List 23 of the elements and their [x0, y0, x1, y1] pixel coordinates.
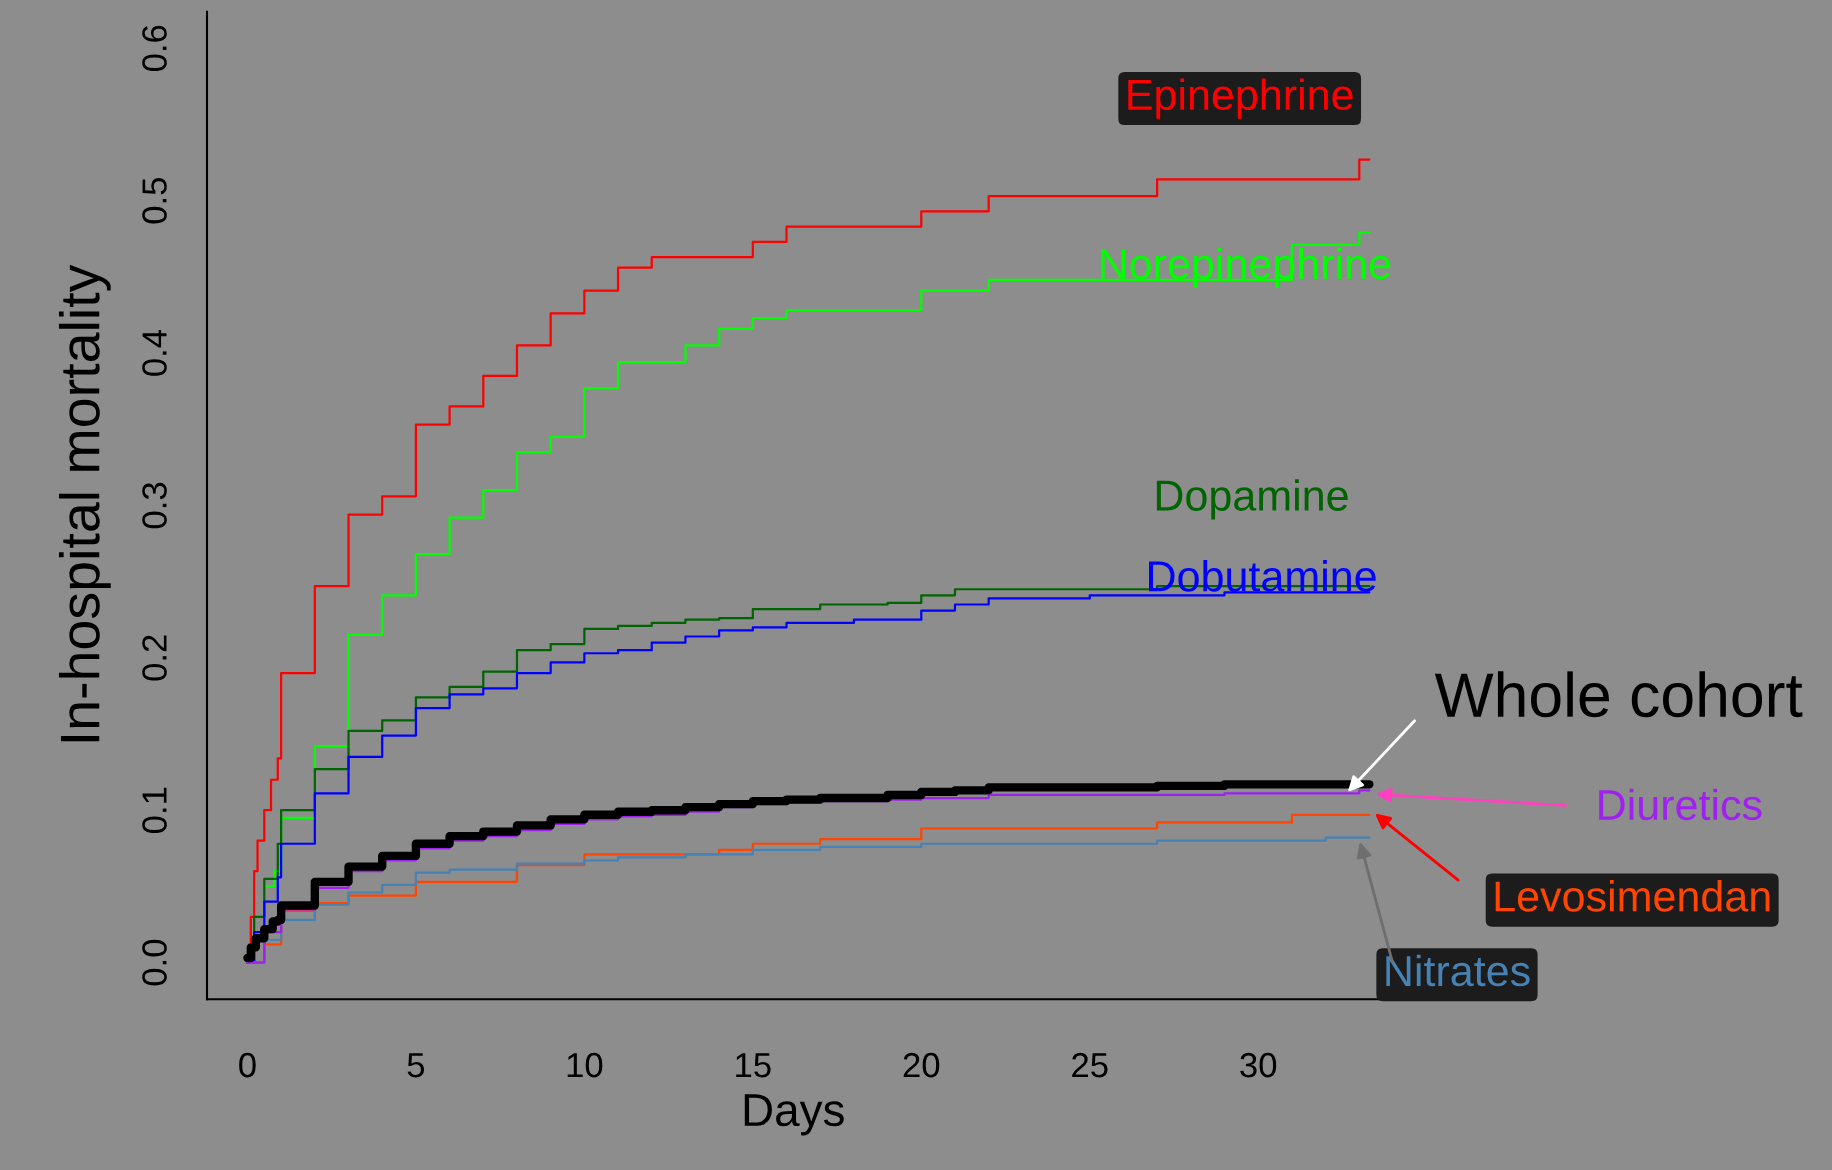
text: Diuretics — [1599, 788, 1762, 821]
y-tick-label: 0.6 — [142, 25, 167, 72]
text: Nitrates — [1386, 954, 1530, 987]
y-tick-label: 0.1 — [142, 787, 167, 833]
x-tick-label: 0 — [239, 1052, 256, 1078]
x-tick-label: 15 — [736, 1053, 771, 1078]
y-tick-label: 0.4 — [142, 329, 167, 376]
x-tick-label: 10 — [567, 1052, 603, 1078]
y-tick-label: 0.0 — [142, 939, 167, 986]
series-label: Whole cohort — [1434, 671, 1803, 718]
x-tick-label: 20 — [903, 1052, 940, 1078]
series-label: Epinephrine — [1128, 78, 1353, 119]
y-axis-title: In-hospital mortality — [58, 264, 111, 742]
y-tick-label: 0.2 — [142, 635, 167, 681]
y-tick-label: 0.5 — [142, 177, 167, 224]
x-tick-label: 30 — [1240, 1052, 1277, 1078]
series-label: Dobutamine — [1149, 560, 1376, 592]
series-label: Dopamine — [1156, 479, 1348, 520]
x-tick-label: 25 — [1072, 1052, 1108, 1078]
x-axis-title: Days — [744, 1094, 844, 1136]
x-tick-label: 5 — [407, 1053, 425, 1078]
text: Levosimendan — [1495, 880, 1770, 912]
y-tick-label: 0.3 — [142, 482, 167, 529]
